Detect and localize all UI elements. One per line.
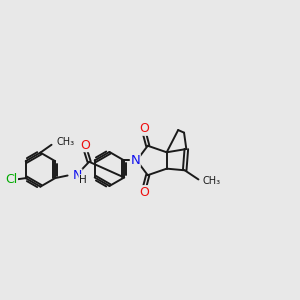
Text: O: O <box>80 139 90 152</box>
Text: CH₃: CH₃ <box>57 137 75 147</box>
Text: N: N <box>73 169 82 182</box>
Text: O: O <box>139 122 149 135</box>
Text: Cl: Cl <box>5 173 17 186</box>
Text: CH₃: CH₃ <box>202 176 220 186</box>
Text: N: N <box>130 154 140 167</box>
Text: O: O <box>139 186 149 199</box>
Text: H: H <box>79 175 87 185</box>
